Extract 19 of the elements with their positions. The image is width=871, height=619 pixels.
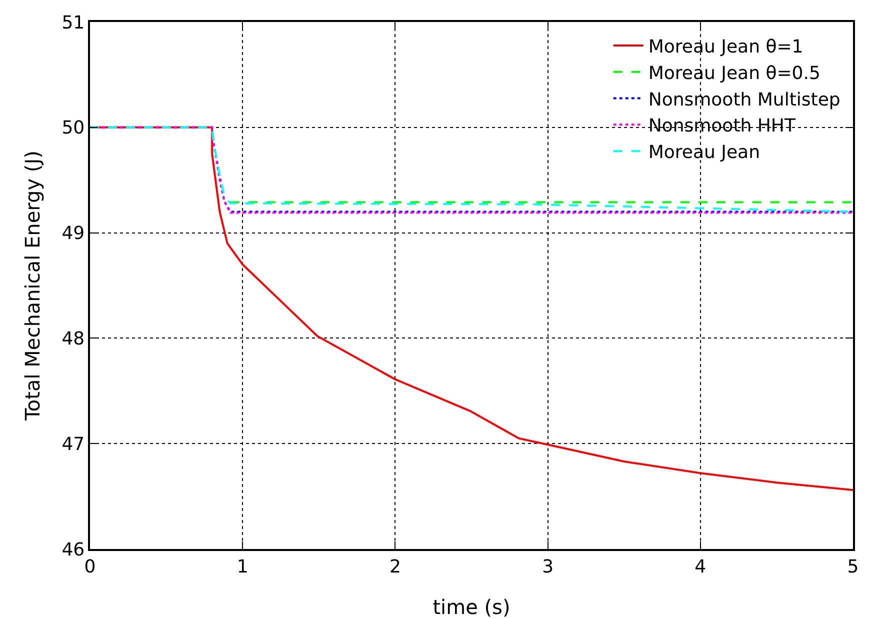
y-tick-label: 47 [62,434,85,455]
x-tick-label: 5 [847,556,859,578]
y-tick-label: 51 [62,12,85,34]
y-tick-label: 49 [62,223,85,244]
x-tick-label: 0 [84,556,96,578]
legend-label: Nonsmooth Multistep [648,89,840,110]
y-tick-label: 50 [62,118,85,139]
x-tick-label: 1 [236,556,248,578]
legend-label: Nonsmooth HHT [648,116,796,137]
y-tick-label: 46 [62,539,85,560]
x-tick-label: 3 [542,556,554,578]
legend-label: Moreau Jean θ=1 [648,36,804,58]
legend-label: Moreau Jean [648,142,760,164]
x-tick-label: 4 [694,556,706,578]
x-tick-label: 2 [389,556,401,578]
x-axis-title: time (s) [432,595,510,619]
y-tick-label: 48 [62,328,85,350]
legend-label: Moreau Jean θ=0.5 [648,62,820,84]
y-axis-title: Total Mechanical Energy (J) [20,150,44,422]
